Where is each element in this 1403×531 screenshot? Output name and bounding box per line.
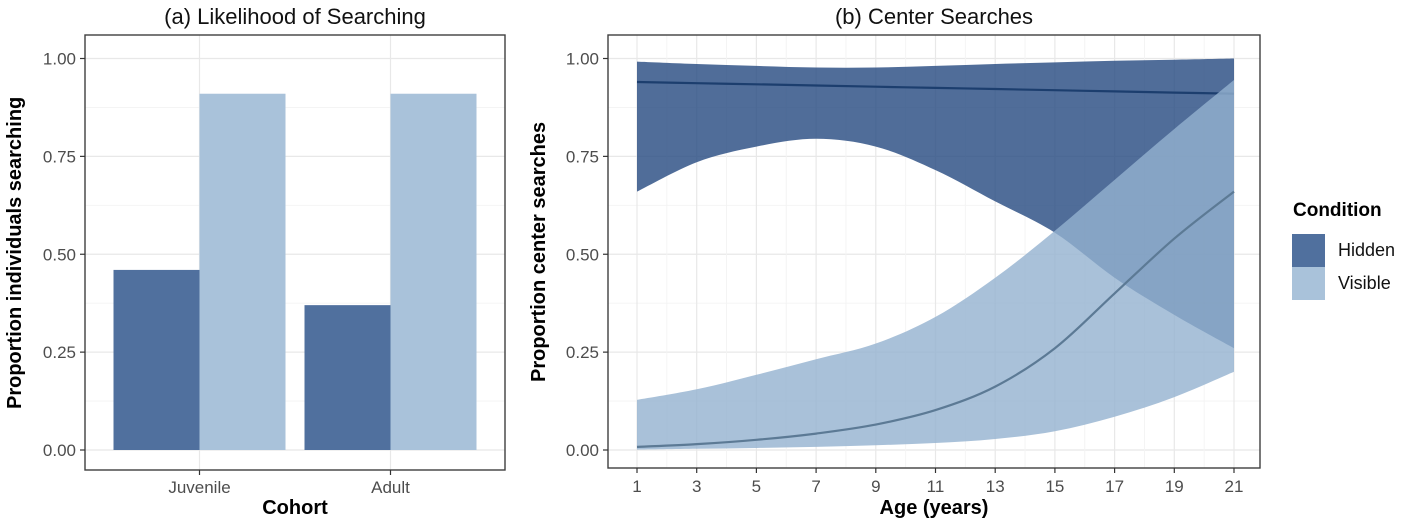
bar-hidden-juvenile	[113, 269, 200, 450]
panel-a-x-axis-title: Cohort	[262, 497, 328, 519]
panel-a-y-axis-title: Proportion individuals searching	[4, 96, 26, 409]
legend-label-visible: Visible	[1338, 273, 1391, 293]
y-tick-label: 0.50	[566, 245, 599, 264]
bar-visible-adult	[390, 93, 477, 451]
legend-item-visible: Visible	[1292, 267, 1403, 300]
legend-item-hidden: Hidden	[1292, 234, 1403, 267]
x-tick-label: 19	[1165, 477, 1184, 496]
x-tick-label: Juvenile	[168, 478, 230, 497]
y-tick-label: 0.50	[43, 245, 76, 264]
y-tick-label: 0.00	[566, 441, 599, 460]
x-tick-label: 3	[692, 477, 701, 496]
y-tick-label: 0.75	[566, 147, 599, 166]
y-tick-label: 0.00	[43, 441, 76, 460]
legend-label-hidden: Hidden	[1338, 240, 1396, 260]
legend-condition: Condition Hidden Visible	[1292, 200, 1403, 300]
bar-hidden-adult	[304, 305, 391, 450]
x-tick-label: Adult	[371, 478, 410, 497]
y-tick-label: 0.25	[566, 343, 599, 362]
visible-swatch-icon	[1292, 267, 1325, 300]
panel-b-x-axis-title: Age (years)	[879, 497, 989, 519]
panel-border	[84, 34, 506, 471]
x-tick-label: 9	[871, 477, 880, 496]
mean-line-visible	[636, 190, 1235, 448]
y-tick-label: 1.00	[566, 50, 599, 69]
y-tick-label: 0.75	[43, 147, 76, 166]
x-tick-label: 15	[1045, 477, 1064, 496]
y-tick-label: 0.25	[43, 343, 76, 362]
legend-title: Condition	[1293, 200, 1382, 221]
x-tick-label: 5	[752, 477, 761, 496]
x-tick-label: 1	[632, 477, 641, 496]
ci-ribbon-visible	[637, 80, 1234, 450]
x-tick-label: 21	[1225, 477, 1244, 496]
x-tick-label: 13	[986, 477, 1005, 496]
panel-border	[607, 34, 1261, 469]
y-tick-label: 1.00	[43, 50, 76, 69]
panel-b-y-axis-title: Proportion center searches	[528, 121, 550, 382]
x-tick-label: 17	[1105, 477, 1124, 496]
hidden-swatch-icon	[1292, 234, 1325, 267]
ci-ribbon-hidden	[637, 58, 1234, 349]
x-tick-label: 7	[811, 477, 820, 496]
x-tick-label: 11	[927, 477, 945, 496]
bar-visible-juvenile	[199, 93, 286, 451]
panel-b-title: (b) Center Searches	[834, 4, 1034, 29]
mean-line-hidden	[636, 80, 1235, 95]
panel-a-title: (a) Likelihood of Searching	[164, 4, 426, 29]
